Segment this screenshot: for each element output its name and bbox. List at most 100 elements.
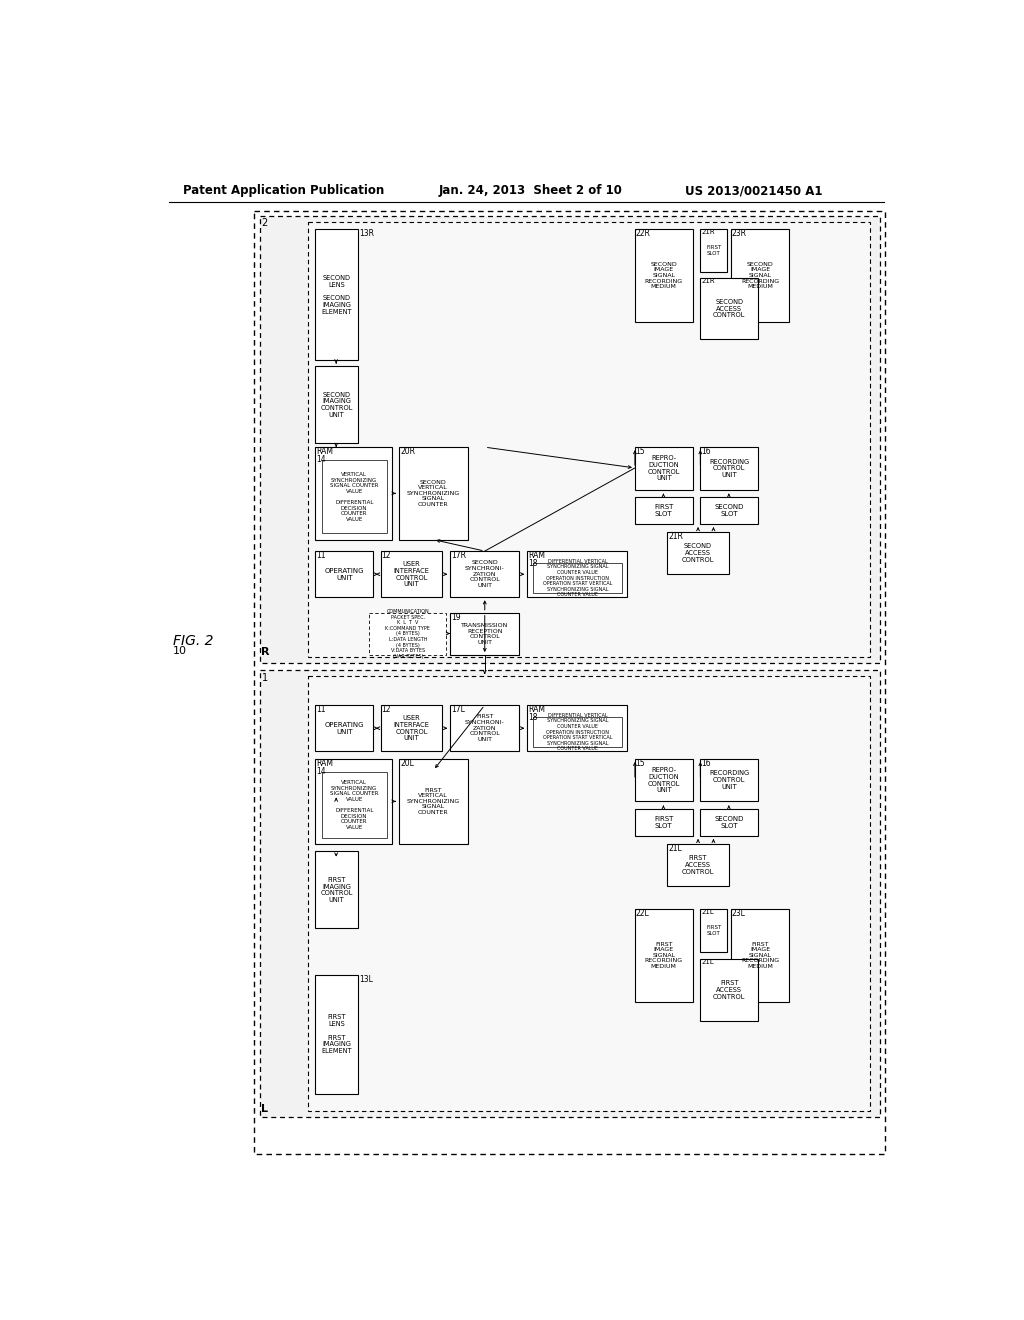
Text: TRANSMISSION
RECEPTION
CONTROL
UNIT: TRANSMISSION RECEPTION CONTROL UNIT	[461, 623, 509, 644]
Text: FIRST
IMAGE
SIGNAL
RECORDING
MEDIUM: FIRST IMAGE SIGNAL RECORDING MEDIUM	[645, 941, 683, 969]
Text: DIFFERENTIAL VERTICAL
SYNCHRONIZING SIGNAL
COUNTER VALUE
OPERATION INSTRUCTION
O: DIFFERENTIAL VERTICAL SYNCHRONIZING SIGN…	[543, 713, 612, 751]
Bar	[315, 974, 357, 1094]
Text: RAM: RAM	[316, 759, 333, 768]
Text: SECOND
ACCESS
CONTROL: SECOND ACCESS CONTROL	[713, 298, 745, 318]
Text: 1: 1	[261, 673, 267, 682]
Text: SECOND
IMAGE
SIGNAL
RECORDING
MEDIUM: SECOND IMAGE SIGNAL RECORDING MEDIUM	[741, 261, 779, 289]
Text: 21L: 21L	[701, 909, 714, 915]
Text: 21R: 21R	[701, 230, 715, 235]
Bar	[315, 552, 373, 597]
Text: 11: 11	[316, 705, 326, 714]
Text: FIRST
IMAGE
SIGNAL
RECORDING
MEDIUM: FIRST IMAGE SIGNAL RECORDING MEDIUM	[741, 941, 779, 969]
Bar	[700, 960, 758, 1020]
Text: SECOND
VERTICAL
SYNCHRONIZING
SIGNAL
COUNTER: SECOND VERTICAL SYNCHRONIZING SIGNAL COU…	[407, 479, 460, 507]
Text: 14: 14	[316, 455, 326, 463]
Bar	[635, 498, 692, 524]
Text: 17L: 17L	[451, 705, 465, 714]
Text: SECOND
IMAGE
SIGNAL
RECORDING
MEDIUM: SECOND IMAGE SIGNAL RECORDING MEDIUM	[645, 261, 683, 289]
Bar	[307, 222, 869, 656]
Bar	[635, 809, 692, 836]
Bar	[398, 759, 468, 843]
Bar	[635, 909, 692, 1002]
Text: FIRST
SLOT: FIRST SLOT	[654, 816, 674, 829]
Text: FIRST
IMAGING
CONTROL
UNIT: FIRST IMAGING CONTROL UNIT	[321, 876, 352, 903]
Bar	[534, 717, 622, 747]
Text: REPRO-
DUCTION
CONTROL
UNIT: REPRO- DUCTION CONTROL UNIT	[647, 455, 680, 482]
Bar	[315, 705, 373, 751]
Bar	[322, 772, 387, 838]
Bar	[315, 230, 357, 360]
Bar	[451, 705, 519, 751]
Text: REPRO-
DUCTION
CONTROL
UNIT: REPRO- DUCTION CONTROL UNIT	[647, 767, 680, 793]
Text: FIRST
SYNCHRONI-
ZATION
CONTROL
UNIT: FIRST SYNCHRONI- ZATION CONTROL UNIT	[465, 714, 505, 742]
Text: RAM: RAM	[528, 552, 545, 560]
Text: 2: 2	[261, 218, 267, 228]
Text: 20R: 20R	[400, 447, 415, 457]
Bar	[307, 676, 869, 1111]
Text: USER
INTERFACE
CONTROL
UNIT: USER INTERFACE CONTROL UNIT	[393, 561, 429, 587]
Text: 18: 18	[528, 558, 538, 568]
Text: 22L: 22L	[636, 909, 649, 919]
Bar	[731, 909, 788, 1002]
Text: 13L: 13L	[359, 974, 373, 983]
Text: R: R	[261, 647, 270, 657]
Text: SECOND
SYNCHRONI-
ZATION
CONTROL
UNIT: SECOND SYNCHRONI- ZATION CONTROL UNIT	[465, 561, 505, 587]
Text: OPERATING
UNIT: OPERATING UNIT	[325, 568, 364, 581]
Text: FIRST
LENS

FIRST
IMAGING
ELEMENT: FIRST LENS FIRST IMAGING ELEMENT	[322, 1014, 352, 1055]
Text: 15: 15	[636, 759, 645, 768]
Text: 19: 19	[451, 612, 461, 622]
Text: OPERATING
UNIT: OPERATING UNIT	[325, 722, 364, 734]
Text: 23L: 23L	[732, 909, 745, 919]
Bar	[451, 552, 519, 597]
Text: 13R: 13R	[359, 230, 374, 238]
Text: 20L: 20L	[400, 759, 414, 768]
Bar	[700, 277, 758, 339]
Text: 15: 15	[636, 447, 645, 457]
Bar	[315, 447, 392, 540]
Text: 16: 16	[701, 759, 711, 768]
Bar	[398, 447, 468, 540]
Bar	[260, 671, 880, 1117]
Text: RECORDING
CONTROL
UNIT: RECORDING CONTROL UNIT	[710, 771, 750, 789]
Text: 21L: 21L	[668, 843, 682, 853]
Bar	[635, 230, 692, 322]
Bar	[381, 705, 442, 751]
Bar	[315, 367, 357, 444]
Text: 21L: 21L	[701, 960, 714, 965]
Bar	[635, 447, 692, 490]
Text: RAM: RAM	[528, 705, 545, 714]
Text: RAM: RAM	[316, 447, 333, 457]
Text: 16: 16	[701, 447, 711, 457]
Text: 10: 10	[173, 645, 187, 656]
Bar	[527, 705, 628, 751]
Bar	[534, 562, 622, 594]
Bar	[700, 498, 758, 524]
Bar	[700, 809, 758, 836]
Text: SECOND
ACCESS
CONTROL: SECOND ACCESS CONTROL	[682, 544, 714, 562]
Text: L: L	[261, 1104, 268, 1114]
Text: VERTICAL
SYNCHRONIZING
SIGNAL COUNTER
VALUE

DIFFERENTIAL
DECISION
COUNTER
VALUE: VERTICAL SYNCHRONIZING SIGNAL COUNTER VA…	[330, 780, 379, 830]
Text: FIRST
SLOT: FIRST SLOT	[707, 246, 722, 256]
Bar	[381, 552, 442, 597]
Bar	[635, 759, 692, 801]
Bar	[700, 909, 727, 952]
Text: SECOND
SLOT: SECOND SLOT	[715, 816, 743, 829]
Bar	[668, 532, 729, 574]
Text: FIRST
ACCESS
CONTROL: FIRST ACCESS CONTROL	[682, 855, 714, 875]
Text: DIFFERENTIAL VERTICAL
SYNCHRONIZING SIGNAL
COUNTER VALUE
OPERATION INSTRUCTION
O: DIFFERENTIAL VERTICAL SYNCHRONIZING SIGN…	[543, 558, 612, 598]
Bar	[260, 216, 880, 663]
Text: Jan. 24, 2013  Sheet 2 of 10: Jan. 24, 2013 Sheet 2 of 10	[438, 185, 623, 197]
Bar	[322, 461, 387, 533]
Text: SECOND
SLOT: SECOND SLOT	[715, 504, 743, 517]
Text: 21R: 21R	[668, 532, 683, 541]
Bar	[700, 230, 727, 272]
Text: 22R: 22R	[636, 230, 650, 238]
Text: FIG. 2: FIG. 2	[173, 635, 213, 648]
Text: FIRST
VERTICAL
SYNCHRONIZING
SIGNAL
COUNTER: FIRST VERTICAL SYNCHRONIZING SIGNAL COUN…	[407, 788, 460, 814]
Text: SECOND
LENS

SECOND
IMAGING
ELEMENT: SECOND LENS SECOND IMAGING ELEMENT	[322, 275, 352, 314]
Text: 11: 11	[316, 552, 326, 560]
Text: 14: 14	[316, 767, 326, 776]
Text: USER
INTERFACE
CONTROL
UNIT: USER INTERFACE CONTROL UNIT	[393, 715, 429, 742]
Bar	[315, 759, 392, 843]
Text: 18: 18	[528, 713, 538, 722]
